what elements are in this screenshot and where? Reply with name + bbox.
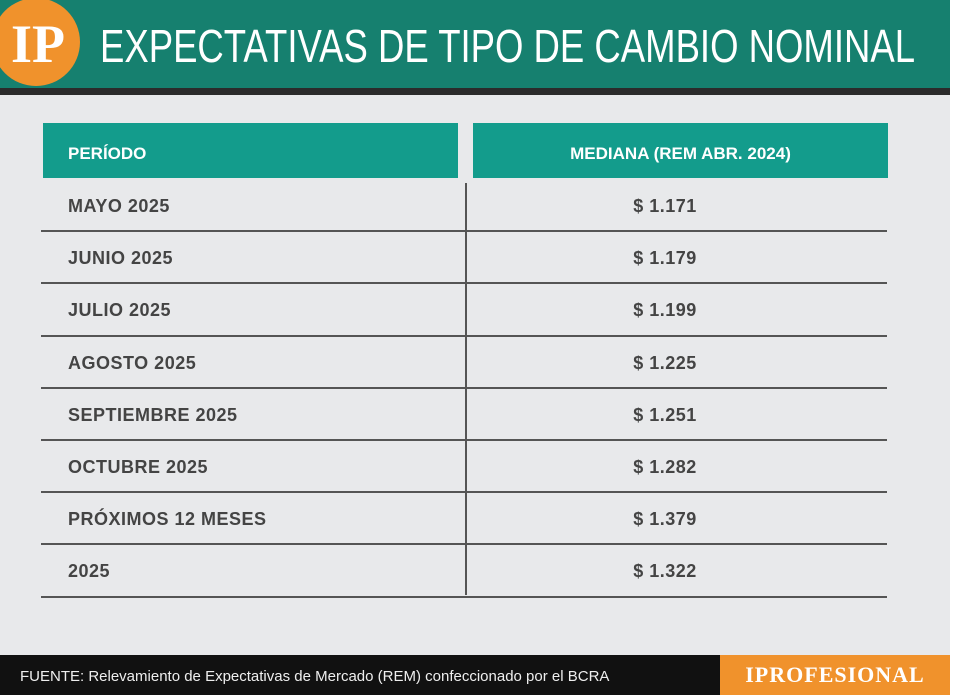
row-label: OCTUBRE 2025 xyxy=(68,457,209,477)
row-label: SEPTIEMBRE 2025 xyxy=(68,404,238,425)
row-value: $ 1.379 xyxy=(633,509,697,530)
row-value: $ 1.179 xyxy=(633,248,697,269)
row-rule xyxy=(41,230,887,233)
row-rule xyxy=(41,543,887,546)
row-value: $ 1.251 xyxy=(633,404,697,425)
row-rule xyxy=(41,595,887,598)
row-label: JULIO 2025 xyxy=(68,300,172,321)
row-label: MAYO 2025 xyxy=(68,196,170,216)
row-label: PRÓXIMOS 12 MESES xyxy=(68,509,267,530)
logo: IP xyxy=(11,14,65,74)
row-rule xyxy=(41,491,887,494)
row-value: $ 1.225 xyxy=(633,352,697,373)
row-rule xyxy=(41,334,887,337)
header-band: IP EXPECTATIVAS DE TIPO DE CAMBIO NOMINA… xyxy=(0,0,950,88)
brand: IPROFESIONAL xyxy=(720,655,950,695)
row-rule xyxy=(41,439,887,441)
title: EXPECTATIVAS DE TIPO DE CAMBIO NOMINAL xyxy=(100,20,915,72)
row-value: $ 1.322 xyxy=(633,561,697,582)
row-label: 2025 xyxy=(68,561,111,582)
row-value: $ 1.171 xyxy=(633,196,697,216)
row-label: AGOSTO 2025 xyxy=(68,352,197,373)
row-rule xyxy=(41,282,887,285)
source-note: FUENTE: Relevamiento de Expectativas de … xyxy=(20,668,610,685)
column-header: MEDIANA (REM ABR. 2024) xyxy=(473,123,888,178)
row-label: JUNIO 2025 xyxy=(68,248,174,269)
row-rule xyxy=(41,386,887,389)
logo-circle xyxy=(0,0,80,86)
column-divider xyxy=(465,183,467,595)
column-header: PERÍODO xyxy=(43,123,458,178)
row-value: $ 1.199 xyxy=(633,300,697,321)
table-area xyxy=(0,95,950,655)
row-value: $ 1.282 xyxy=(633,457,697,477)
header-graphic: IP EXPECTATIVAS DE TIPO DE CAMBIO NOMINA… xyxy=(0,0,915,86)
header-strip xyxy=(0,88,950,95)
